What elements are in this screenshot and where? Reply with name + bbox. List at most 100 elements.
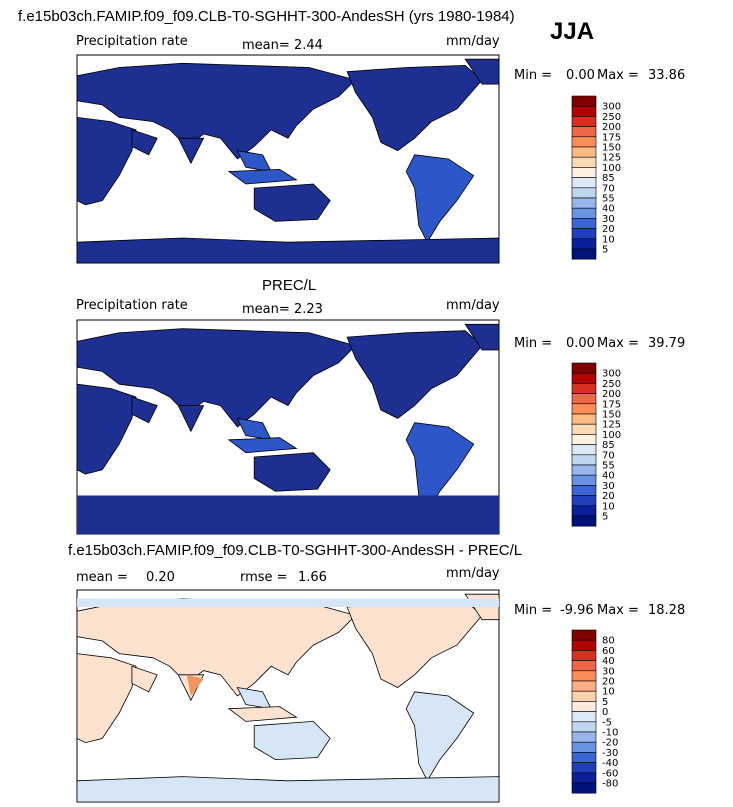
- colorbar-tick-label: -5: [602, 717, 612, 728]
- continent-indonesia: [227, 168, 298, 185]
- colorbar-tick-label: 175: [602, 132, 621, 143]
- panel1-max-label: Max =: [597, 68, 639, 83]
- colorbar-swatch: [571, 95, 597, 107]
- colorbar-tick-label: 40: [602, 204, 615, 215]
- continent-australia: [253, 452, 331, 492]
- continent-australia: [253, 720, 331, 761]
- colorbar-swatch: [571, 505, 597, 517]
- continent-samerica: [405, 691, 475, 782]
- colorbar-tick-label: 300: [602, 102, 621, 113]
- colorbar-tick-label: 70: [602, 183, 615, 194]
- colorbar-tick-label: -80: [602, 779, 618, 790]
- colorbar-swatch: [571, 772, 597, 784]
- continent-antarctica: [76, 237, 500, 264]
- panel1-variable-label: Precipitation rate: [76, 34, 188, 49]
- diff-band: [77, 598, 499, 607]
- panel3-mean-label: mean =: [76, 570, 128, 585]
- panel2-units: mm/day: [446, 298, 500, 313]
- colorbar-tick-label: 85: [602, 440, 615, 451]
- colorbar-swatch: [571, 423, 597, 435]
- colorbar-tick-label: -30: [602, 748, 618, 759]
- colorbar-swatch: [571, 146, 597, 158]
- colorbar-tick-label: 55: [602, 461, 615, 472]
- colorbar-tick-label: 10: [602, 501, 615, 512]
- colorbar-tick-label: 125: [602, 153, 621, 164]
- panel2-min-value: 0.00: [566, 336, 595, 351]
- panel3-min-label: Min =: [514, 603, 553, 618]
- colorbar-tick-label: 20: [602, 224, 615, 235]
- diff-hotspot: [186, 674, 204, 696]
- continent-indonesia: [227, 706, 298, 722]
- colorbar-tick-label: 30: [602, 214, 615, 225]
- panel3-mean-value: 0.20: [146, 570, 175, 585]
- panel2-mean-value: 2.23: [294, 302, 323, 317]
- panel1-min-label: Min =: [514, 68, 553, 83]
- colorbar-tick-label: 0: [602, 707, 608, 718]
- panel3-units: mm/day: [446, 566, 500, 581]
- colorbar-swatch: [571, 741, 597, 753]
- panel2-map: [76, 319, 500, 535]
- colorbar-tick-label: 125: [602, 420, 621, 431]
- colorbar-tick-label: 60: [602, 646, 615, 657]
- colorbar-swatch: [571, 187, 597, 199]
- continent-arabia: [131, 665, 158, 693]
- panel1-units: mm/day: [446, 34, 500, 49]
- colorbar-tick-label: 300: [602, 369, 621, 380]
- continent-africa: [76, 116, 137, 206]
- colorbar-swatch: [571, 474, 597, 486]
- continent-africa: [76, 383, 137, 475]
- continent-namerica: [346, 330, 483, 419]
- panel1-map: [76, 54, 500, 264]
- continent-antarctica: [76, 776, 500, 803]
- panel3-max-label: Max =: [597, 603, 639, 618]
- colorbar-swatch: [571, 383, 597, 394]
- colorbar-tick-label: 30: [602, 666, 615, 677]
- colorbar-tick-label: 150: [602, 410, 621, 421]
- colorbar-swatch: [571, 752, 597, 763]
- colorbar-swatch: [571, 680, 597, 692]
- colorbar-swatch: [571, 167, 597, 178]
- colorbar-tick-label: -20: [602, 738, 618, 749]
- colorbar-swatch: [571, 116, 597, 127]
- season-label: JJA: [550, 18, 595, 45]
- colorbar-swatch: [571, 495, 597, 507]
- colorbar-swatch: [571, 207, 597, 219]
- panel3-max-value: 18.28: [648, 603, 686, 618]
- colorbar-swatch: [571, 218, 597, 229]
- panel2-title: PREC/L: [262, 277, 317, 294]
- colorbar-swatch: [571, 434, 597, 445]
- colorbar-tick-label: 40: [602, 656, 615, 667]
- colorbar-tick-label: -40: [602, 758, 618, 769]
- colorbar-swatch: [571, 197, 597, 209]
- colorbar-swatch: [571, 485, 597, 496]
- continent-india: [177, 137, 205, 165]
- colorbar-swatch: [571, 126, 597, 138]
- panel1-max-value: 33.86: [648, 68, 686, 83]
- panel1-min-value: 0.00: [566, 68, 595, 83]
- colorbar-swatch: [571, 515, 597, 527]
- colorbar-swatch: [571, 650, 597, 661]
- colorbar-swatch: [571, 393, 597, 405]
- colorbar-swatch: [571, 701, 597, 712]
- colorbar-swatch: [571, 248, 597, 260]
- colorbar-tick-label: 250: [602, 112, 621, 123]
- panel2-max-value: 39.79: [648, 336, 686, 351]
- colorbar-swatch: [571, 444, 597, 456]
- colorbar-tick-label: 100: [602, 163, 621, 174]
- colorbar-swatch: [571, 639, 597, 651]
- panel2-mean-label: mean=: [242, 302, 290, 317]
- continent-africa: [76, 653, 137, 744]
- colorbar-tick-label: 80: [602, 636, 615, 647]
- colorbar-swatch: [571, 403, 597, 415]
- continent-arabia: [131, 129, 158, 156]
- colorbar-tick-label: 200: [602, 389, 621, 400]
- colorbar-swatch: [571, 413, 597, 425]
- colorbar-tick-label: 5: [602, 512, 608, 523]
- panel3-title: f.e15b03ch.FAMIP.f09_f09.CLB-T0-SGHHT-30…: [68, 542, 523, 559]
- colorbar-swatch: [571, 711, 597, 723]
- figure-title: f.e15b03ch.FAMIP.f09_f09.CLB-T0-SGHHT-30…: [18, 8, 515, 25]
- colorbar-swatch: [571, 721, 597, 733]
- colorbar-tick-label: 10: [602, 234, 615, 245]
